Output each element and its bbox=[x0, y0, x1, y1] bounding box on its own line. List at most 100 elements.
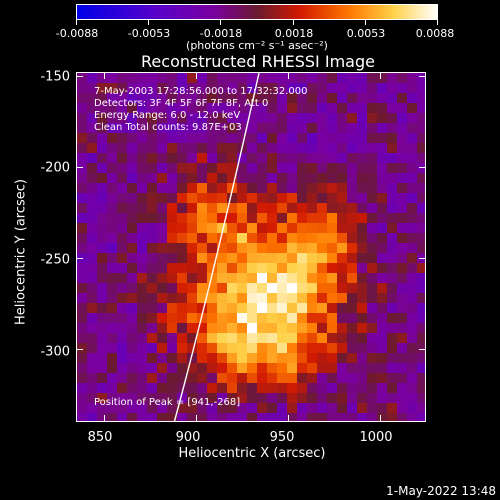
heatmap-cell bbox=[167, 113, 177, 123]
heatmap-cell bbox=[317, 333, 327, 343]
heatmap-cell bbox=[247, 323, 257, 333]
heatmap-cell bbox=[337, 173, 347, 183]
heatmap-cell bbox=[177, 233, 187, 243]
heatmap-cell bbox=[407, 193, 417, 203]
heatmap-cell bbox=[397, 363, 407, 373]
heatmap-cell bbox=[97, 363, 107, 373]
heatmap-cell bbox=[277, 353, 287, 363]
heatmap-cell bbox=[167, 153, 177, 163]
heatmap-cell bbox=[417, 203, 425, 213]
heatmap-cell bbox=[377, 273, 387, 283]
heatmap-cell bbox=[127, 113, 137, 123]
heatmap-cell bbox=[387, 133, 397, 143]
heatmap-cell bbox=[147, 393, 157, 403]
heatmap-cell bbox=[87, 143, 97, 153]
heatmap-cell bbox=[247, 93, 257, 103]
heatmap-cell bbox=[127, 233, 137, 243]
heatmap-cell bbox=[127, 313, 137, 323]
heatmap-cell bbox=[177, 343, 187, 353]
heatmap-cell bbox=[117, 333, 127, 343]
heatmap-cell bbox=[417, 363, 425, 373]
heatmap-cell bbox=[397, 303, 407, 313]
heatmap-cell bbox=[417, 143, 425, 153]
heatmap-cell bbox=[417, 193, 425, 203]
heatmap-cell bbox=[407, 403, 417, 413]
heatmap-cell bbox=[337, 283, 347, 293]
colorbar bbox=[76, 4, 438, 20]
heatmap-cell bbox=[77, 303, 87, 313]
heatmap-cell bbox=[207, 263, 217, 273]
heatmap-cell bbox=[247, 203, 257, 213]
heatmap-cell bbox=[407, 303, 417, 313]
heatmap-cell bbox=[147, 253, 157, 263]
heatmap-cell bbox=[157, 183, 167, 193]
heatmap-cell bbox=[207, 393, 217, 403]
heatmap-cell bbox=[167, 363, 177, 373]
heatmap-cell bbox=[97, 213, 107, 223]
heatmap-cell bbox=[247, 133, 257, 143]
heatmap-cell bbox=[237, 253, 247, 263]
heatmap-cell bbox=[387, 303, 397, 313]
heatmap-cell bbox=[157, 283, 167, 293]
y-axis-label: Heliocentric Y (arcsec) bbox=[13, 179, 29, 325]
heatmap-cell bbox=[207, 333, 217, 343]
heatmap-cell bbox=[207, 213, 217, 223]
heatmap-cell bbox=[237, 343, 247, 353]
heatmap-cell bbox=[117, 113, 127, 123]
heatmap-cell bbox=[307, 323, 317, 333]
heatmap-cell bbox=[187, 293, 197, 303]
heatmap-cell bbox=[157, 143, 167, 153]
heatmap-cell bbox=[257, 213, 267, 223]
heatmap-cell bbox=[157, 383, 167, 393]
heatmap-cell bbox=[367, 93, 377, 103]
heatmap-cell bbox=[107, 283, 117, 293]
heatmap-cell bbox=[117, 183, 127, 193]
heatmap-cell bbox=[397, 183, 407, 193]
heatmap-cell bbox=[197, 153, 207, 163]
heatmap-cell bbox=[287, 243, 297, 253]
heatmap-cell bbox=[207, 123, 217, 133]
heatmap-cell bbox=[137, 353, 147, 363]
heatmap-cell bbox=[267, 203, 277, 213]
heatmap-cell bbox=[337, 73, 347, 83]
heatmap-cell bbox=[147, 213, 157, 223]
heatmap-cell bbox=[327, 293, 337, 303]
heatmap-cell bbox=[137, 153, 147, 163]
heatmap-cell bbox=[407, 343, 417, 353]
heatmap-cell bbox=[197, 343, 207, 353]
heatmap-cell bbox=[267, 293, 277, 303]
heatmap-cell bbox=[247, 113, 257, 123]
heatmap-cell bbox=[177, 103, 187, 113]
heatmap-cell bbox=[97, 203, 107, 213]
heatmap-cell bbox=[207, 403, 217, 413]
heatmap-cell bbox=[337, 133, 347, 143]
heatmap-cell bbox=[417, 243, 425, 253]
heatmap-cell bbox=[147, 273, 157, 283]
heatmap-cell bbox=[417, 163, 425, 173]
heatmap-cell bbox=[367, 153, 377, 163]
heatmap-cell bbox=[287, 73, 297, 83]
heatmap-cell bbox=[217, 343, 227, 353]
heatmap-cell bbox=[237, 233, 247, 243]
heatmap-cell bbox=[367, 83, 377, 93]
heatmap-cell bbox=[307, 313, 317, 323]
heatmap-cell bbox=[307, 233, 317, 243]
heatmap-cell bbox=[197, 373, 207, 383]
y-tick-label: -250 bbox=[40, 252, 70, 268]
heatmap-cell bbox=[77, 283, 87, 293]
heatmap-cell bbox=[377, 113, 387, 123]
heatmap-cell bbox=[307, 183, 317, 193]
heatmap-cell bbox=[267, 273, 277, 283]
heatmap-cell bbox=[177, 363, 187, 373]
heatmap-cell bbox=[167, 303, 177, 313]
colorbar-unit-label: (photons cm⁻² s⁻¹ asec⁻²) bbox=[186, 39, 328, 52]
heatmap-cell bbox=[407, 223, 417, 233]
heatmap-cell bbox=[317, 273, 327, 283]
heatmap-cell bbox=[287, 293, 297, 303]
heatmap-cell bbox=[387, 373, 397, 383]
heatmap-cell bbox=[307, 303, 317, 313]
heatmap-cell bbox=[137, 383, 147, 393]
heatmap-cell bbox=[357, 343, 367, 353]
heatmap-cell bbox=[337, 113, 347, 123]
heatmap-cell bbox=[137, 283, 147, 293]
